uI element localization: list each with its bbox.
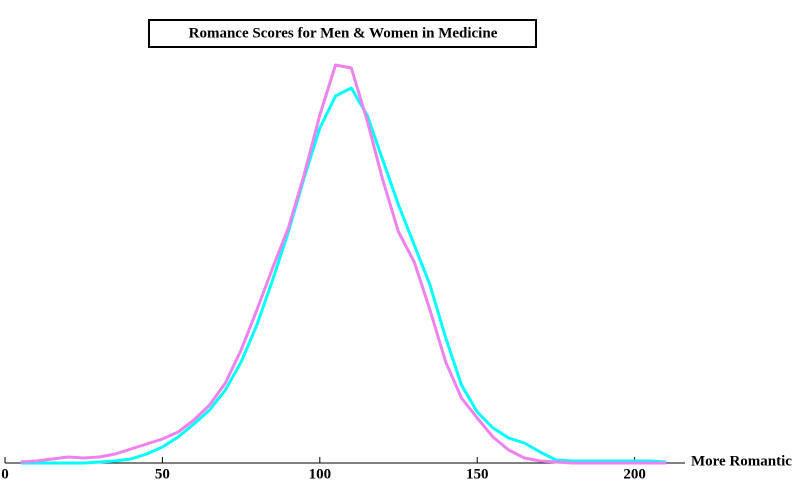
chart-title: Romance Scores for Men & Women in Medici…: [189, 25, 498, 41]
density-line: [20, 63, 667, 465]
x-tick-label: 0: [1, 466, 9, 482]
x-axis-label: More Romantic: [691, 453, 792, 469]
x-tick-label: 200: [623, 466, 646, 482]
title-box: [148, 19, 537, 48]
x-tick-label: 150: [466, 466, 489, 482]
density-line: [20, 86, 667, 465]
x-tick-label: 100: [309, 466, 332, 482]
x-tick-label: 50: [155, 466, 170, 482]
